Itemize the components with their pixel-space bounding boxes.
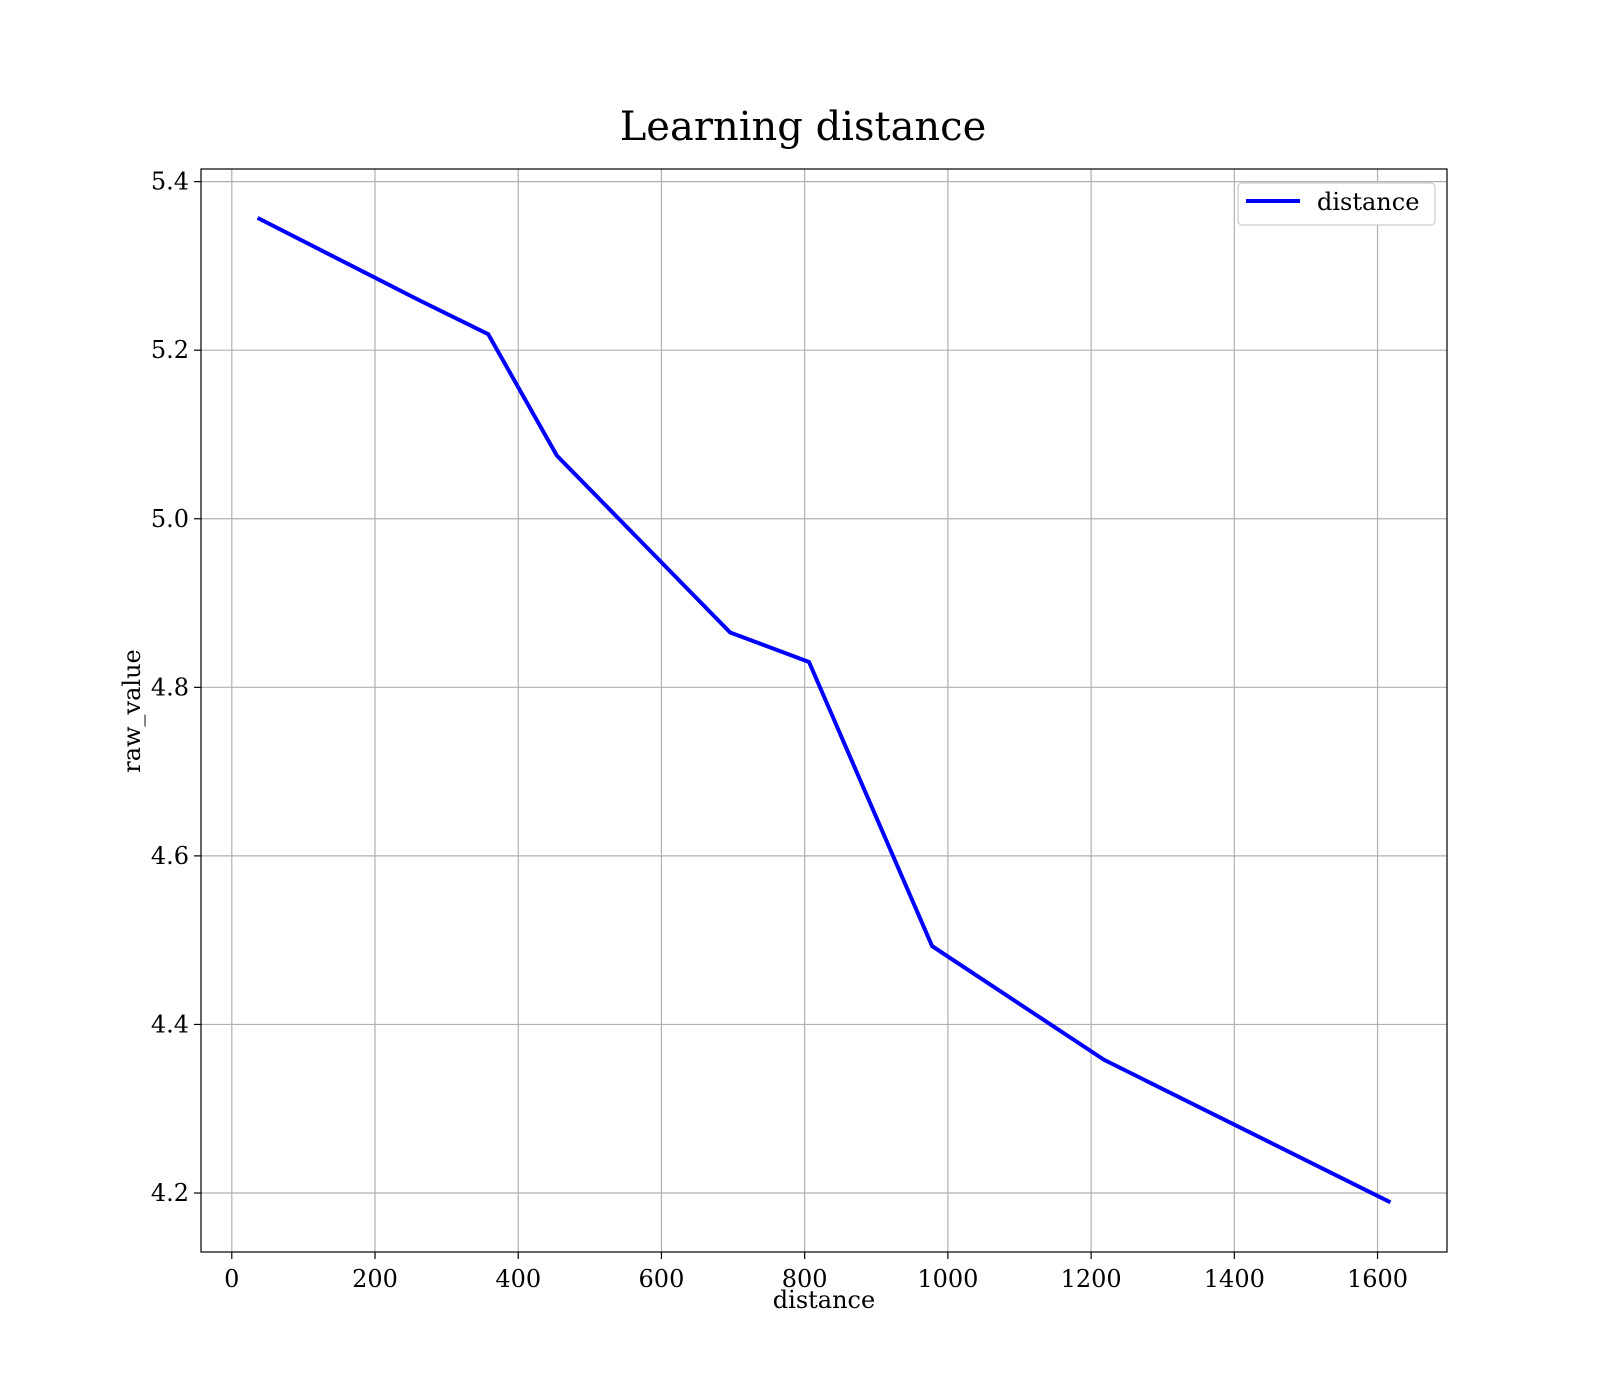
y-tick-label: 4.8	[151, 673, 189, 701]
grid-lines	[201, 169, 1447, 1252]
legend: distance	[1237, 182, 1436, 226]
series-layer	[256, 216, 1392, 1205]
x-tick-label: 1400	[1204, 1265, 1265, 1293]
x-axis-label: distance	[773, 1286, 875, 1314]
plot-frame	[200, 168, 1448, 1253]
legend-label: distance	[1317, 188, 1419, 216]
x-tick-label: 1600	[1347, 1265, 1408, 1293]
x-tick-label: 400	[495, 1265, 541, 1293]
y-axis: 4.2 4.4 4.6 4.8 5.0 5.2 5.4	[151, 168, 201, 1207]
x-tick-label: 1200	[1061, 1265, 1122, 1293]
y-axis-label: raw_value	[118, 649, 146, 773]
x-tick-label: 200	[352, 1265, 398, 1293]
chart-title: Learning distance	[620, 104, 987, 150]
y-tick-label: 5.2	[151, 336, 189, 364]
y-tick-label: 4.2	[151, 1179, 189, 1207]
y-tick-label: 5.4	[151, 168, 189, 196]
series-line-distance	[256, 216, 1392, 1205]
y-tick-label: 4.4	[151, 1010, 189, 1038]
y-tick-label: 5.0	[151, 505, 189, 533]
legend-box	[1237, 182, 1436, 226]
x-tick-label: 800	[782, 1265, 828, 1293]
y-tick-label: 4.6	[151, 842, 189, 870]
x-axis: 0 200 400 600 800 1000 1200 1400 1600	[224, 1252, 1408, 1293]
x-tick-label: 1000	[917, 1265, 978, 1293]
x-tick-label: 0	[224, 1265, 239, 1293]
x-tick-label: 600	[639, 1265, 685, 1293]
